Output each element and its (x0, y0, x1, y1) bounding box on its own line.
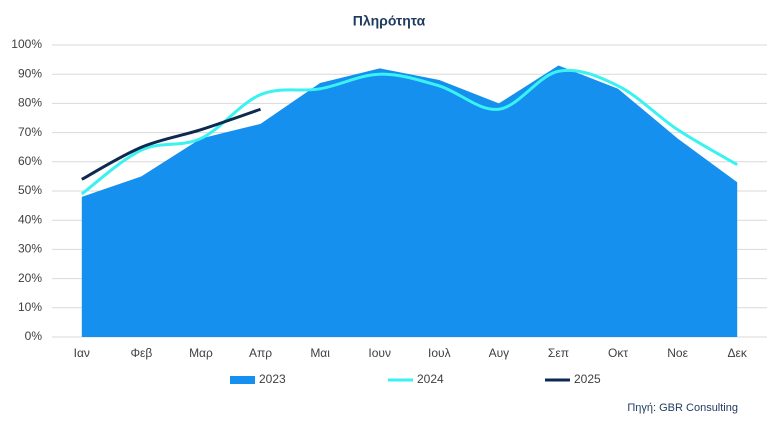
y-tick-label: 40% (18, 212, 42, 226)
y-tick-label: 50% (18, 183, 42, 197)
x-tick-label: Ιαν (74, 346, 90, 360)
y-tick-label: 70% (18, 125, 42, 139)
line (81, 107, 262, 181)
x-tick-label: Ιουλ (428, 346, 451, 360)
area (81, 65, 738, 337)
y-tick-label: 100% (11, 37, 42, 51)
y-tick-label: 90% (18, 66, 42, 80)
x-tick-label: Δεκ (728, 346, 748, 360)
source: Πηγή: GBR Consulting (627, 402, 738, 414)
y-tick-label: 30% (18, 242, 42, 256)
x-tick-label: Φεβ (130, 346, 152, 360)
x-tick-label: Απρ (249, 346, 272, 360)
line (80, 68, 738, 196)
x-tick-label: Οκτ (608, 346, 628, 360)
y-tick-label: 0% (25, 329, 43, 343)
x-tick-label: Σεπ (548, 346, 569, 360)
y-tick-label: 10% (18, 300, 42, 314)
y-tick-label: 80% (18, 96, 42, 110)
legend-swatch (230, 376, 255, 384)
y-tick-label: 20% (18, 271, 42, 285)
x-tick-label: Νοε (667, 346, 688, 360)
x-tick-label: Μαι (310, 346, 330, 360)
x-tick-label: Αυγ (489, 346, 510, 360)
legend-label: 2025 (574, 372, 601, 386)
legend-label: 2023 (259, 372, 286, 386)
y-tick-label: 60% (18, 154, 42, 168)
chart-title: Πληρότητα (353, 13, 426, 29)
legend-label: 2024 (417, 372, 444, 386)
x-tick-label: Μαρ (189, 346, 213, 360)
x-tick-label: Ιουν (368, 346, 391, 360)
